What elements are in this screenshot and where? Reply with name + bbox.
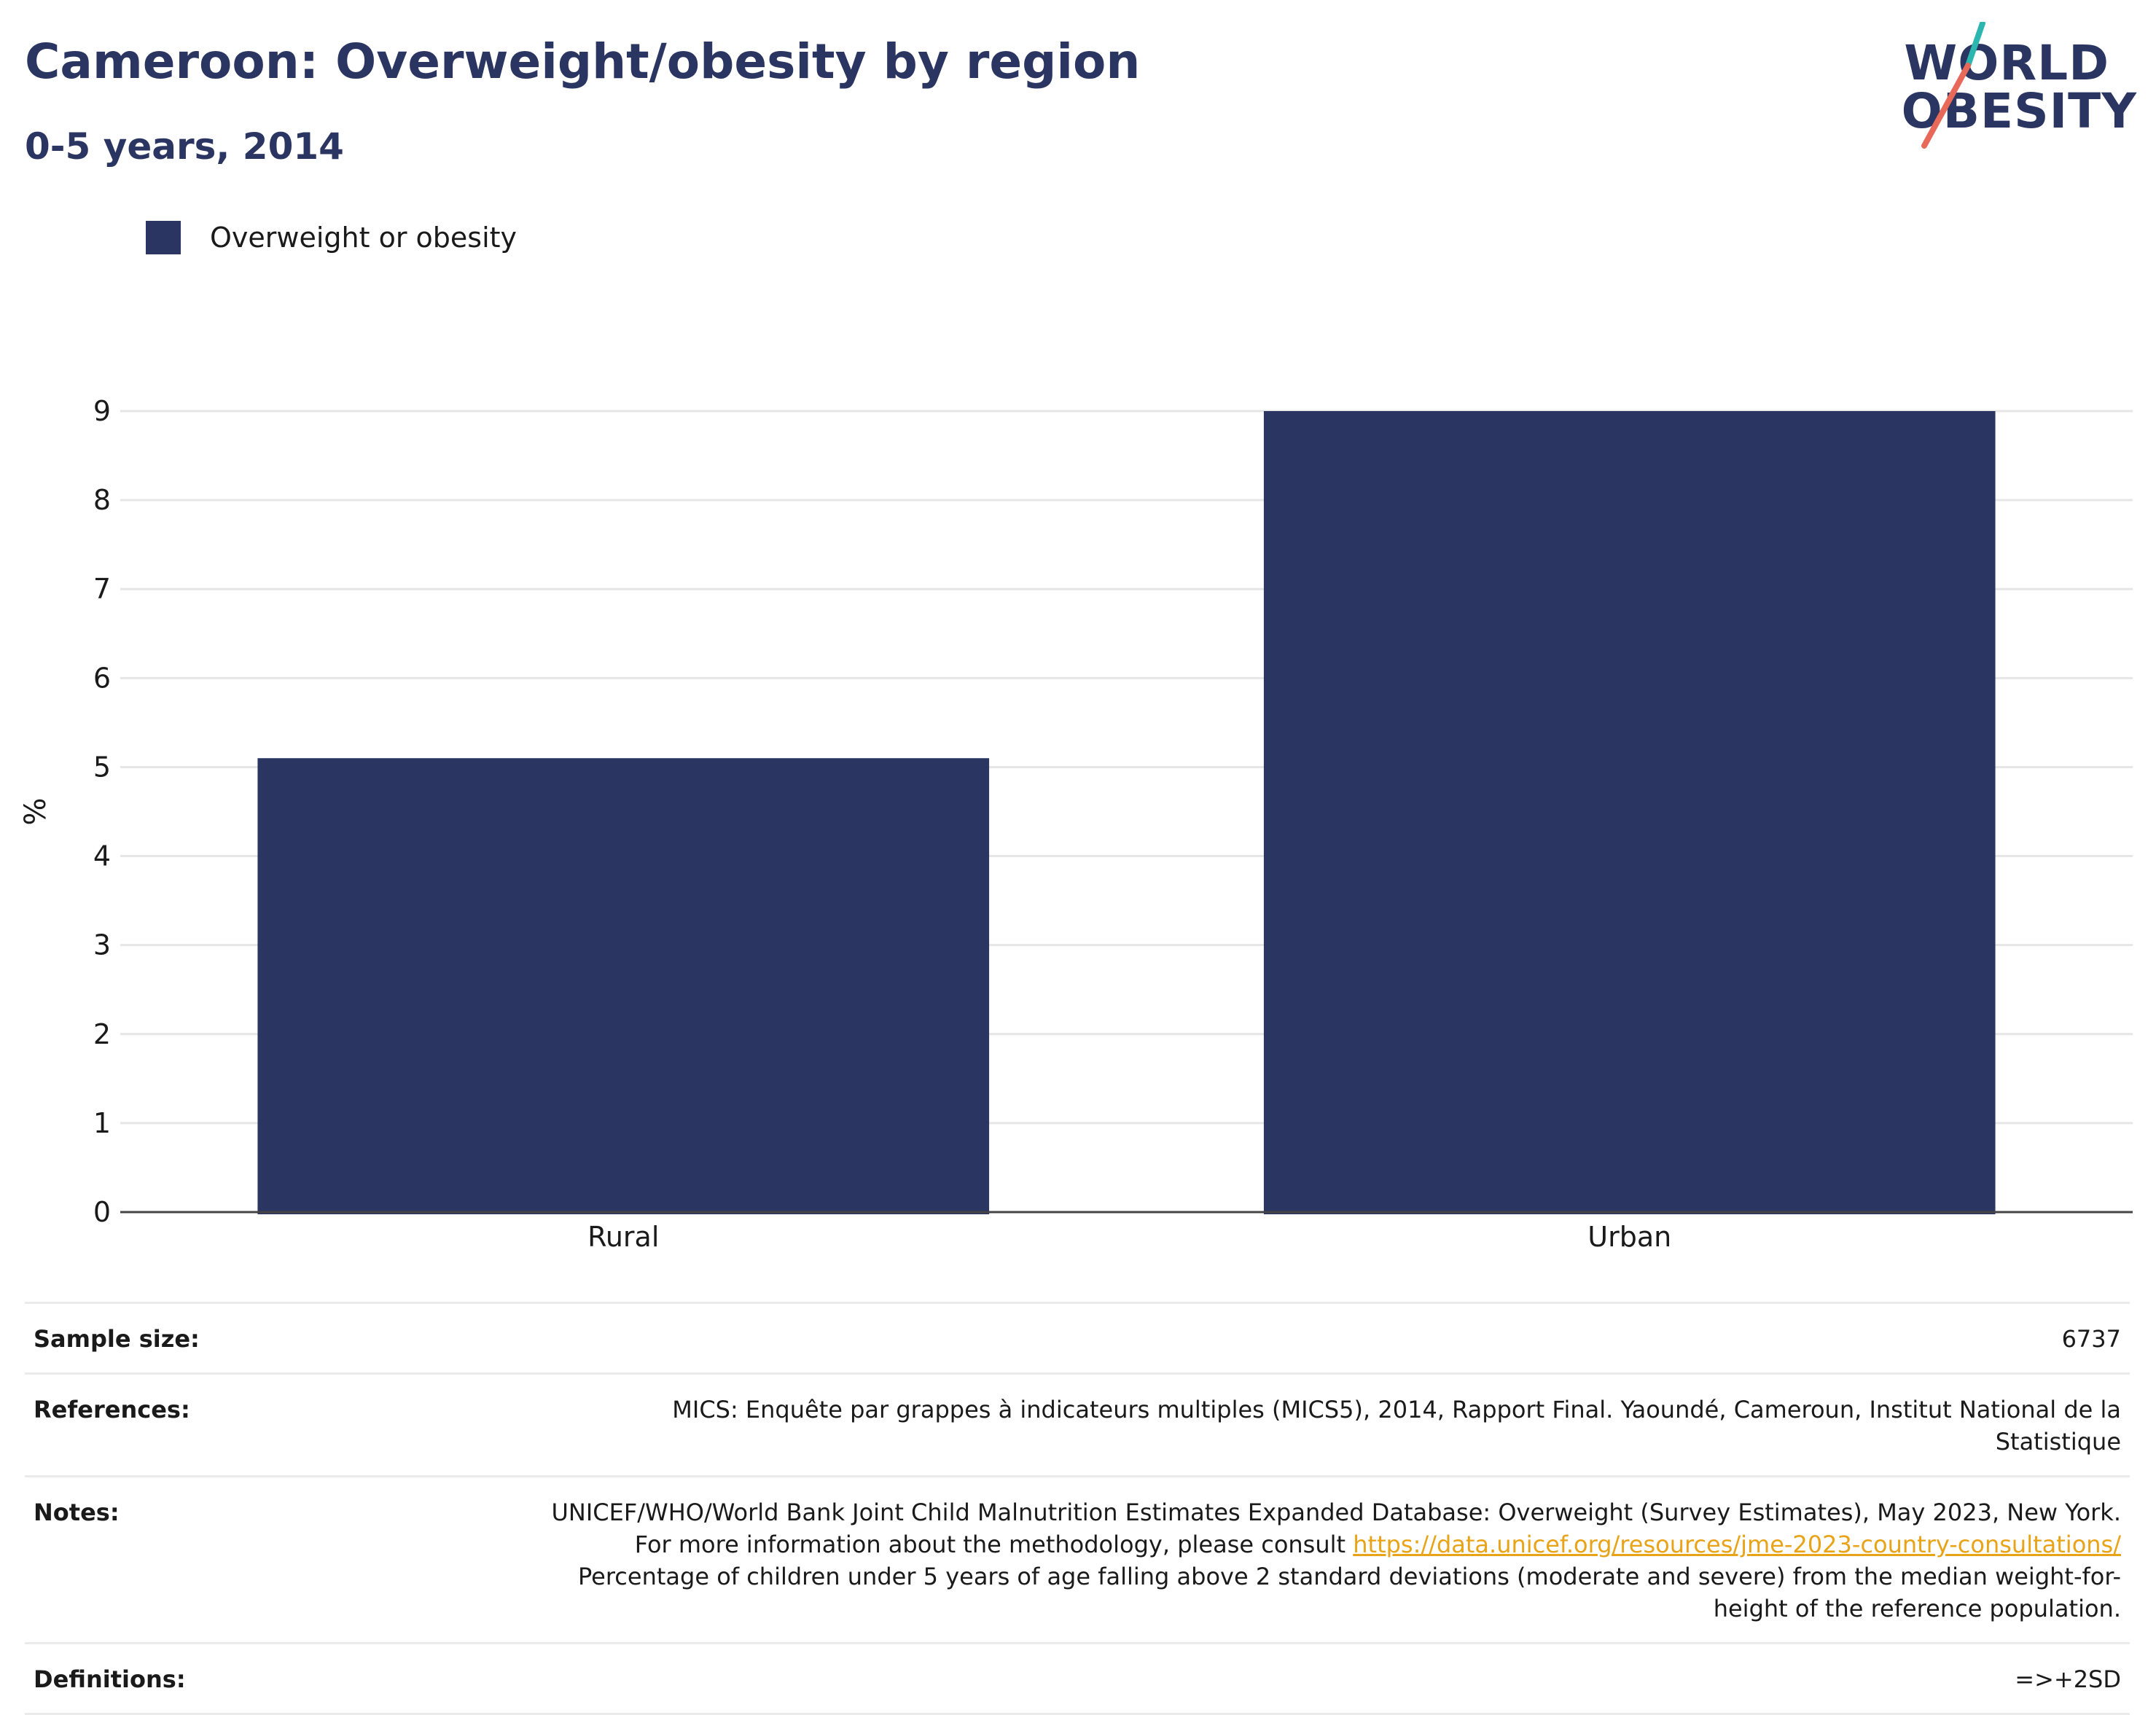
y-tick-label: 0 [93, 1196, 111, 1228]
world-obesity-logo: WORLD OBESITY [1895, 22, 2143, 153]
chart-title: Cameroon: Overweight/obesity by region [25, 34, 1141, 90]
bar-rural [257, 758, 990, 1214]
bar-chart: 0 1 2 3 4 5 6 7 8 9 Rural Urban% [19, 395, 2133, 1253]
y-tick-label: 7 [93, 573, 111, 605]
sample-size-label: Sample size: [34, 1325, 200, 1353]
info-row-references: References: MICS: Enquête par grappes à … [25, 1372, 2130, 1475]
notes-text-2: Percentage of children under 5 years of … [578, 1563, 2121, 1622]
logo-slash-icon [1921, 22, 1985, 149]
definitions-label: Definitions: [34, 1665, 186, 1693]
definitions-value: =>+2SD [2015, 1665, 2121, 1693]
x-tick-label: Urban [1587, 1221, 1671, 1253]
y-tick-label: 9 [93, 395, 111, 427]
y-tick-label: 4 [93, 840, 111, 872]
info-row-notes: Notes: UNICEF/WHO/World Bank Joint Child… [25, 1475, 2130, 1642]
x-tick-label: Rural [587, 1221, 659, 1253]
info-row-sample-size: Sample size: 6737 [25, 1302, 2130, 1372]
logo-word-world: WORLD [1904, 35, 2109, 91]
y-tick-label: 3 [93, 929, 111, 961]
y-tick-label: 1 [93, 1107, 111, 1139]
notes-value: UNICEF/WHO/World Bank Joint Child Malnut… [547, 1496, 2122, 1625]
references-value: MICS: Enquête par grappes à indicateurs … [672, 1396, 2121, 1456]
y-tick-label: 2 [93, 1018, 111, 1050]
chart-subtitle: 0-5 years, 2014 [25, 125, 344, 168]
references-label: References: [34, 1396, 190, 1423]
notes-link[interactable]: https://data.unicef.org/resources/jme-20… [1353, 1531, 2121, 1558]
notes-label: Notes: [34, 1499, 120, 1526]
chart-legend: Overweight or obesity [146, 220, 517, 255]
sample-size-value: 6737 [2061, 1325, 2121, 1353]
legend-swatch [146, 221, 181, 254]
y-tick-label: 8 [93, 484, 111, 516]
notes-text-1: UNICEF/WHO/World Bank Joint Child Malnut… [551, 1499, 2122, 1558]
y-tick-label: 5 [93, 751, 111, 783]
info-table: Sample size: 6737 References: MICS: Enqu… [25, 1302, 2130, 1715]
y-axis-label: % [19, 797, 52, 825]
legend-label: Overweight or obesity [210, 222, 517, 254]
y-tick-label: 6 [93, 662, 111, 694]
bar-urban [1263, 411, 1996, 1214]
info-row-definitions: Definitions: =>+2SD [25, 1642, 2130, 1715]
